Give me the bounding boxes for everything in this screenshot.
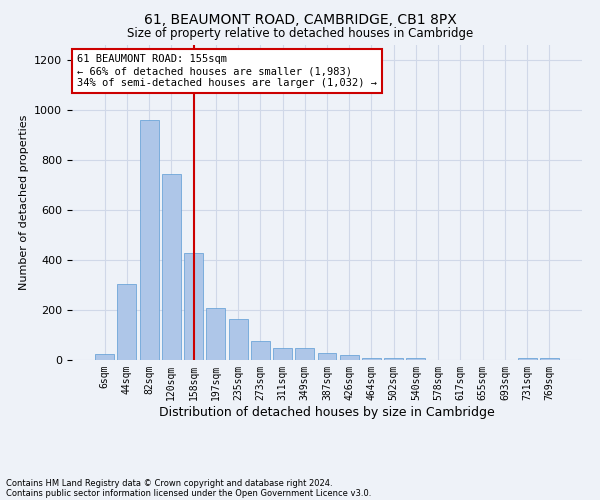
Bar: [251, 341, 270, 360]
Bar: [95, 354, 114, 360]
Bar: [518, 358, 536, 360]
Bar: [340, 355, 359, 360]
Bar: [229, 319, 248, 360]
X-axis label: Distribution of detached houses by size in Cambridge: Distribution of detached houses by size …: [159, 406, 495, 418]
Y-axis label: Number of detached properties: Number of detached properties: [19, 115, 29, 290]
Bar: [206, 308, 225, 360]
Bar: [295, 348, 314, 360]
Text: Contains public sector information licensed under the Open Government Licence v3: Contains public sector information licen…: [6, 488, 371, 498]
Bar: [118, 284, 136, 360]
Text: 61 BEAUMONT ROAD: 155sqm
← 66% of detached houses are smaller (1,983)
34% of sem: 61 BEAUMONT ROAD: 155sqm ← 66% of detach…: [77, 54, 377, 88]
Bar: [184, 252, 203, 360]
Text: Size of property relative to detached houses in Cambridge: Size of property relative to detached ho…: [127, 28, 473, 40]
Text: 61, BEAUMONT ROAD, CAMBRIDGE, CB1 8PX: 61, BEAUMONT ROAD, CAMBRIDGE, CB1 8PX: [143, 12, 457, 26]
Bar: [406, 358, 425, 360]
Bar: [140, 120, 158, 360]
Bar: [362, 358, 381, 360]
Bar: [317, 352, 337, 360]
Bar: [162, 174, 181, 360]
Bar: [540, 358, 559, 360]
Bar: [384, 358, 403, 360]
Text: Contains HM Land Registry data © Crown copyright and database right 2024.: Contains HM Land Registry data © Crown c…: [6, 478, 332, 488]
Bar: [273, 348, 292, 360]
